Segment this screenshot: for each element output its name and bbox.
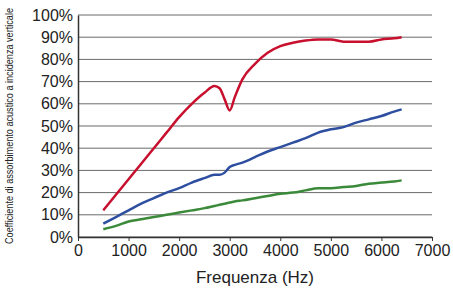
y-tick: 30% [41, 162, 78, 179]
x-tick-mark [432, 237, 433, 241]
grid-line [78, 81, 432, 82]
y-axis-title: Coefficiente di assorbimento acustico a … [4, 8, 15, 244]
grid [78, 15, 432, 237]
y-tick: 80% [41, 51, 78, 68]
x-tick-mark [179, 237, 180, 241]
grid-line [78, 237, 432, 238]
x-tick-mark [381, 237, 382, 241]
x-tick: 0 [74, 237, 83, 259]
x-tick-label: 0 [74, 242, 83, 259]
x-tick-label: 4000 [263, 242, 299, 259]
grid-line [78, 148, 432, 149]
x-tick-mark [280, 237, 281, 241]
series-line [103, 109, 401, 223]
y-tick: 50% [41, 118, 78, 135]
grid-line [78, 214, 432, 215]
grid-line [78, 126, 432, 127]
x-tick-mark [331, 237, 332, 241]
y-tick: 70% [41, 73, 78, 90]
y-tick-label: 20% [41, 184, 73, 201]
y-tick-label: 100% [32, 7, 73, 24]
grid-line [78, 37, 432, 38]
grid-line [78, 15, 432, 16]
x-tick-label: 7000 [415, 242, 451, 259]
grid-line [78, 103, 432, 104]
y-tick-label: 0% [50, 229, 73, 246]
x-axis-line [79, 237, 433, 239]
series-line [103, 180, 401, 229]
chart-container: 0% 10% 20% 30% 40% 50% 60% 70% 80% 90% 100% 0 1000 20… [0, 0, 453, 292]
y-tick-label: 70% [41, 73, 73, 90]
y-tick: 40% [41, 140, 78, 157]
y-axis-line [78, 16, 80, 238]
x-tick: 4000 [263, 237, 299, 259]
x-axis: 0 1000 2000 3000 4000 5000 6000 7000 [74, 237, 450, 259]
grid-line [78, 170, 432, 171]
y-tick: 90% [41, 29, 78, 46]
x-tick-label: 3000 [212, 242, 248, 259]
x-tick: 2000 [162, 237, 198, 259]
y-tick: 10% [41, 206, 78, 223]
y-tick-label: 10% [41, 206, 73, 223]
y-tick: 100% [32, 7, 78, 24]
x-tick-label: 1000 [111, 242, 147, 259]
y-tick-label: 40% [41, 140, 73, 157]
plot-area [103, 37, 401, 229]
x-tick-label: 6000 [364, 242, 400, 259]
x-tick-mark [129, 237, 130, 241]
x-tick-mark [230, 237, 231, 241]
x-axis-title: Frequenza (Hz) [196, 268, 314, 287]
grid-line [78, 192, 432, 193]
y-tick-label: 30% [41, 162, 73, 179]
grid-line [78, 59, 432, 60]
y-tick-label: 50% [41, 118, 73, 135]
y-tick: 60% [41, 95, 78, 112]
chart-svg: 0% 10% 20% 30% 40% 50% 60% 70% 80% 90% 100% 0 1000 20… [0, 0, 453, 292]
series-line [103, 37, 401, 210]
x-tick-label: 2000 [162, 242, 198, 259]
x-tick-label: 5000 [314, 242, 350, 259]
y-tick-label: 60% [41, 95, 73, 112]
x-tick: 6000 [364, 237, 400, 259]
x-tick: 7000 [415, 237, 451, 259]
y-axis: 0% 10% 20% 30% 40% 50% 60% 70% 80% 90% 100% [32, 7, 78, 246]
x-tick: 5000 [314, 237, 350, 259]
x-tick: 1000 [111, 237, 147, 259]
y-tick-label: 80% [41, 51, 73, 68]
y-tick-label: 90% [41, 29, 73, 46]
y-tick: 20% [41, 184, 78, 201]
x-tick: 3000 [212, 237, 248, 259]
x-tick-mark [78, 237, 79, 241]
